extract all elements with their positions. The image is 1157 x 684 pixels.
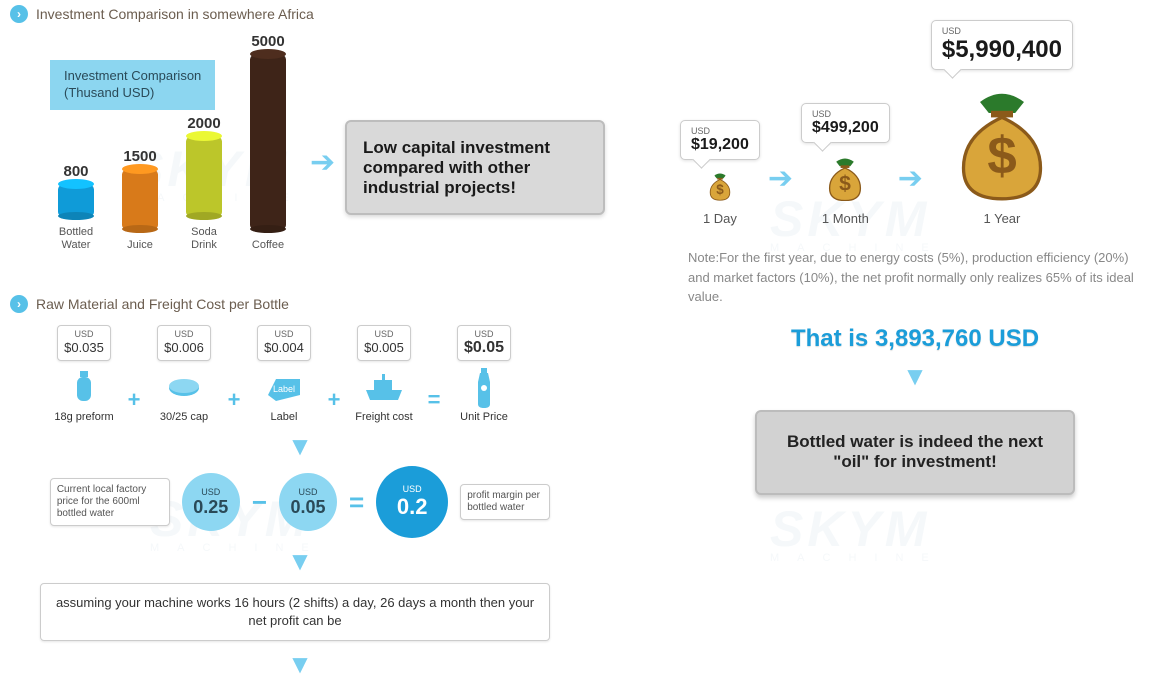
amount-box: USD$499,200	[801, 103, 890, 143]
bar-cylinder	[122, 169, 158, 229]
unit-price-item: USD$0.05 Unit Price	[445, 325, 523, 423]
cost-item: USD$0.005 Freight cost	[345, 325, 423, 423]
section1-header: › Investment Comparison in somewhere Afr…	[10, 5, 630, 23]
amount-box: USD$5,990,400	[931, 20, 1073, 70]
currency-label: USD	[403, 484, 422, 494]
investment-chart: Investment Comparison (Thusand USD) 800B…	[10, 35, 630, 260]
conclusion-callout: Bottled water is indeed the next "oil" f…	[755, 410, 1075, 495]
bar-label: BottledWater	[59, 226, 93, 252]
headline-profit: That is 3,893,760 USD	[680, 325, 1150, 353]
cost-item: USD$0.035 18g preform	[45, 325, 123, 423]
timeline-label: 1 Day	[703, 211, 737, 226]
money-bag-icon: $	[706, 170, 734, 201]
svg-text:$: $	[839, 172, 851, 195]
price-box: USD$0.005	[357, 325, 411, 361]
money-bag-icon: $	[947, 80, 1057, 201]
ship-icon	[364, 371, 404, 405]
arrow-down-icon: ▼	[680, 361, 1150, 392]
bar-value: 1500	[123, 148, 156, 165]
arrow-right-icon: ➔	[310, 145, 335, 180]
bar-label: Juice	[127, 239, 153, 252]
price-box: USD$0.004	[257, 325, 311, 361]
arrow-right-icon: ›	[10, 295, 28, 313]
plus-icon: +	[127, 387, 141, 413]
bar-item: 1500 Juice	[114, 148, 166, 252]
bar-label: Coffee	[252, 239, 284, 252]
svg-text:$: $	[716, 182, 724, 197]
bar-cylinder	[58, 184, 94, 216]
watermark: SKYM MACHINE	[770, 500, 947, 564]
note-profit-margin: profit margin per bottled water	[460, 484, 550, 520]
right-column: USD$19,200$1 Day➔USD$499,200$1 Month➔USD…	[680, 20, 1150, 495]
label-icon: Label	[266, 371, 302, 405]
cost-label: Label	[271, 411, 298, 423]
watermark-main: SKYM	[770, 501, 930, 557]
section2-title: Raw Material and Freight Cost per Bottle	[36, 296, 289, 312]
bar-item: 800 BottledWater	[50, 163, 102, 252]
left-column: › Investment Comparison in somewhere Afr…	[10, 5, 630, 684]
arrow-down-icon: ▼	[0, 649, 630, 680]
cost-label: 18g preform	[54, 411, 113, 423]
arrow-down-icon: ▼	[0, 431, 630, 462]
bar-value: 5000	[251, 33, 284, 50]
value-label: 0.2	[397, 494, 428, 520]
bar-cylinder	[186, 136, 222, 216]
timeline-item: USD$499,200 $1 Month	[801, 103, 890, 226]
arrow-right-icon: ➔	[898, 161, 923, 196]
timeline-item: USD$19,200 $1 Day	[680, 120, 760, 226]
cost-label: Freight cost	[355, 411, 412, 423]
equals-icon: =	[427, 387, 441, 413]
arrow-right-icon: ›	[10, 5, 28, 23]
profit-timeline: USD$19,200$1 Day➔USD$499,200$1 Month➔USD…	[680, 20, 1150, 226]
section1-title: Investment Comparison in somewhere Afric…	[36, 6, 314, 22]
watermark-sub: MACHINE	[770, 552, 947, 564]
bar-value: 800	[63, 163, 88, 180]
price-box: USD$0.006	[157, 325, 211, 361]
arrow-right-icon: ➔	[768, 161, 793, 196]
equals-icon: =	[349, 487, 364, 518]
svg-text:$: $	[987, 127, 1016, 186]
bottle-icon	[475, 371, 493, 405]
amount-box: USD$19,200	[680, 120, 760, 160]
minus-icon: −	[252, 487, 267, 518]
value-label: 0.25	[193, 497, 228, 518]
plus-icon: +	[327, 387, 341, 413]
circle-price: USD 0.25	[182, 473, 240, 531]
money-bag-icon: $	[823, 153, 867, 201]
profit-equation: Current local factory price for the 600m…	[0, 466, 630, 538]
price-box: USD$0.05	[457, 325, 511, 361]
preform-icon	[71, 371, 97, 405]
price-box: USD$0.035	[57, 325, 111, 361]
timeline-note: Note:For the first year, due to energy c…	[680, 248, 1150, 307]
circle-profit: USD 0.2	[376, 466, 448, 538]
value-label: 0.05	[290, 497, 325, 518]
timeline-label: 1 Year	[983, 211, 1020, 226]
cost-breakdown-row: USD$0.035 18g preform + USD$0.006 30/25 cap +…	[45, 325, 630, 423]
bar-item: 5000 Coffee	[242, 33, 294, 252]
bar-label: SodaDrink	[191, 226, 217, 252]
plus-icon: +	[227, 387, 241, 413]
cost-item: USD$0.006 30/25 cap	[145, 325, 223, 423]
chart-callout: Low capital investment compared with oth…	[345, 120, 605, 215]
section2-header: › Raw Material and Freight Cost per Bott…	[10, 295, 630, 313]
bar-item: 2000 SodaDrink	[178, 115, 230, 252]
currency-label: USD	[298, 487, 317, 497]
bar-value: 2000	[187, 115, 220, 132]
cost-label: Unit Price	[460, 411, 508, 423]
arrow-down-icon: ▼	[0, 546, 630, 577]
assumption-box: assuming your machine works 16 hours (2 …	[40, 583, 550, 641]
section2: › Raw Material and Freight Cost per Bott…	[10, 295, 630, 680]
currency-label: USD	[201, 487, 220, 497]
bar-cylinder	[250, 54, 286, 229]
cap-icon	[167, 371, 201, 405]
circle-cost: USD 0.05	[279, 473, 337, 531]
note-factory-price: Current local factory price for the 600m…	[50, 478, 170, 526]
cost-item: USD$0.004 Label Label	[245, 325, 323, 423]
timeline-item: USD$5,990,400 $1 Year	[931, 20, 1073, 226]
cost-label: 30/25 cap	[160, 411, 208, 423]
timeline-label: 1 Month	[822, 211, 869, 226]
svg-text:Label: Label	[273, 384, 295, 394]
